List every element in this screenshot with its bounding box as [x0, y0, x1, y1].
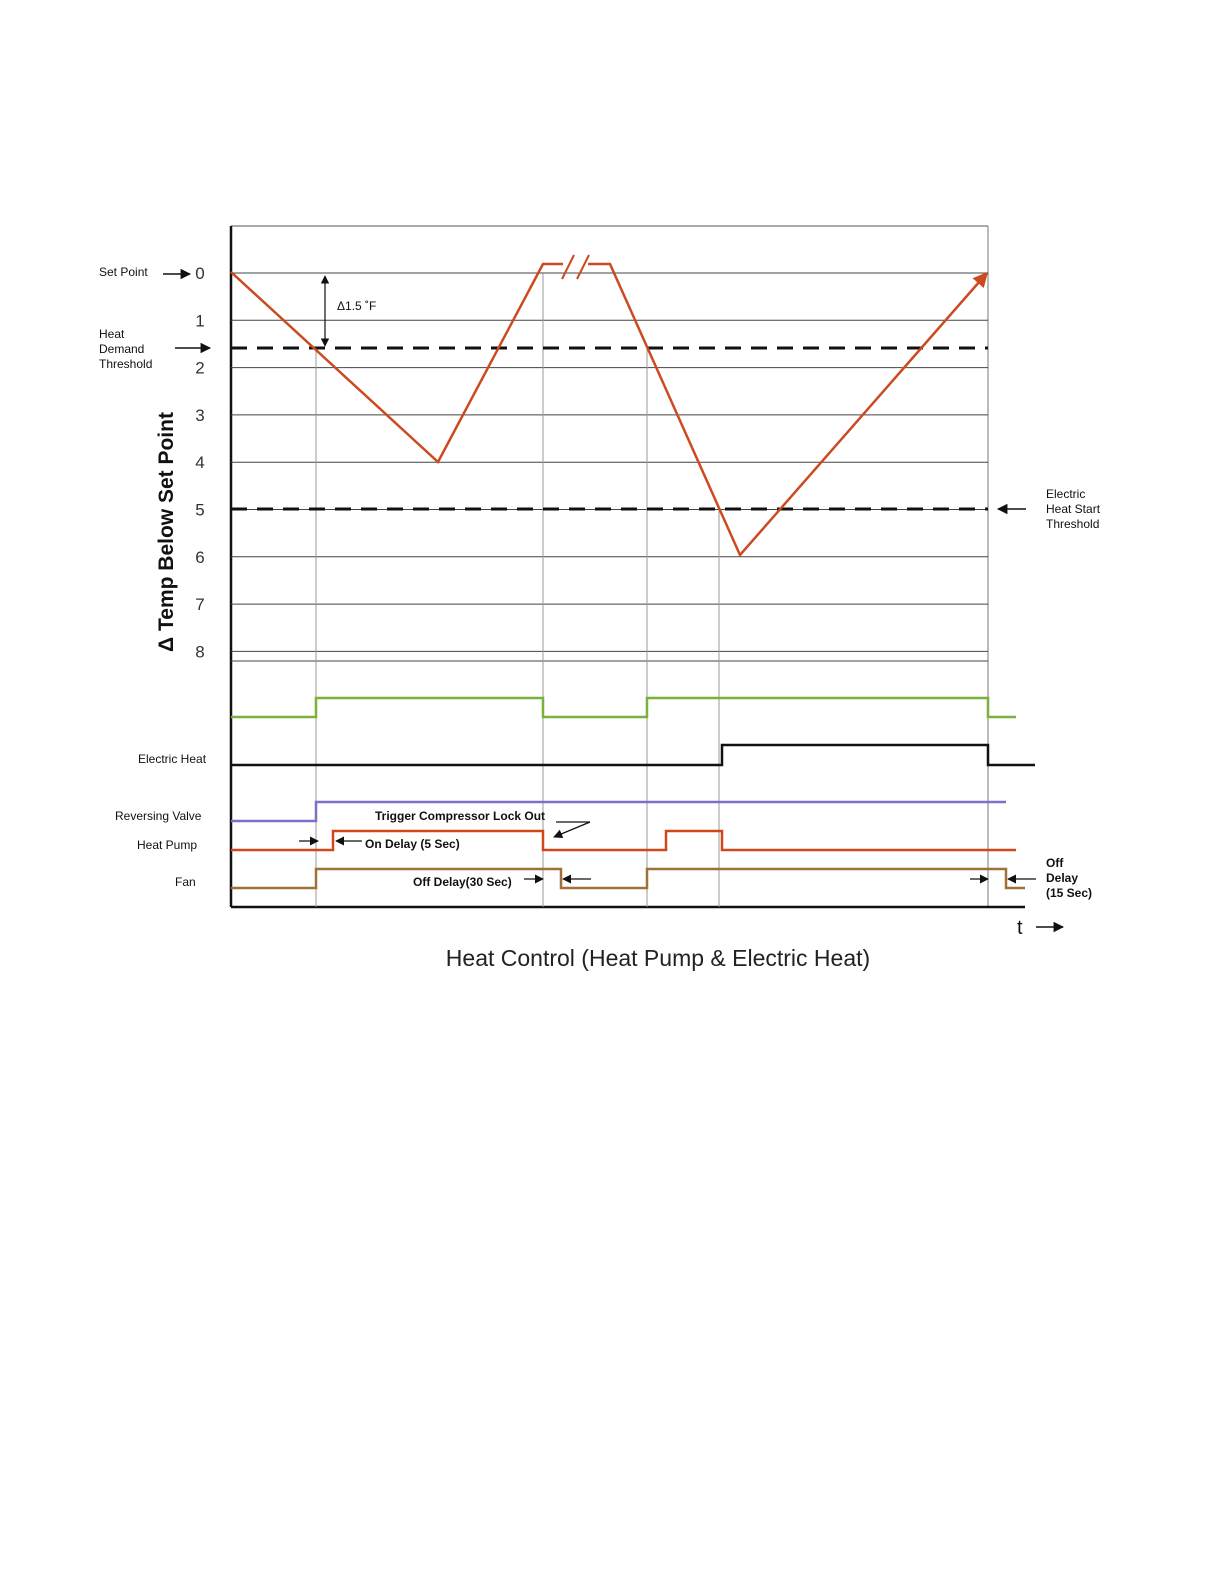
reversing-valve-label: Reversing Valve [115, 809, 202, 823]
svg-text:Delay: Delay [1046, 871, 1078, 885]
off-delay-30-label: Off Delay(30 Sec) [413, 875, 512, 889]
y-tick-labels: 0 1 2 3 4 5 6 7 8 [195, 264, 204, 661]
temperature-trace-continued [588, 262, 988, 558]
electric-heat-start-threshold-label: Electric Heat Start Threshold [1046, 487, 1101, 531]
trigger-lockout-label: Trigger Compressor Lock Out [375, 809, 545, 823]
electric-heat-signal-line [231, 743, 1035, 767]
y-tick-label: 1 [195, 311, 204, 330]
svg-text:Off: Off [1046, 856, 1064, 870]
axis-break-marks [561, 254, 590, 280]
y-tick-label: 5 [195, 501, 204, 520]
temperature-gridlines [231, 272, 988, 662]
electric-heat-label: Electric Heat [138, 752, 207, 766]
time-axis-label: t [1017, 917, 1023, 939]
y-tick-label: 0 [195, 264, 204, 283]
plot-frame [229, 225, 1025, 909]
svg-text:(15 Sec): (15 Sec) [1046, 886, 1092, 900]
reversing-valve-signal-line [231, 800, 1006, 823]
fan-signal-line [231, 867, 1025, 890]
y-tick-label: 2 [195, 359, 204, 378]
diagram-title: Heat Control (Heat Pump & Electric Heat) [446, 945, 870, 971]
on-delay-label: On Delay (5 Sec) [365, 837, 460, 851]
svg-text:Electric: Electric [1046, 487, 1085, 501]
heat-pump-label: Heat Pump [137, 838, 197, 852]
y-tick-label: 3 [195, 406, 204, 425]
delta-label: Δ1.5 ˚F [337, 299, 376, 313]
trigger-lockout-arrow [553, 821, 591, 839]
svg-text:Heat Start: Heat Start [1046, 502, 1101, 516]
y-tick-label: 6 [195, 548, 204, 567]
heat-pump-signal-line [231, 829, 1016, 852]
svg-text:Heat: Heat [99, 327, 125, 341]
fan-label: Fan [175, 875, 196, 889]
svg-text:Demand: Demand [99, 342, 144, 356]
temperature-trace [230, 262, 563, 465]
y-tick-label: 4 [195, 453, 204, 472]
y-tick-label: 7 [195, 595, 204, 614]
set-point-label: Set Point [99, 265, 148, 279]
y-tick-label: 8 [195, 642, 204, 661]
demand-signal-line [231, 696, 1016, 719]
svg-text:Threshold: Threshold [99, 357, 152, 371]
y-axis-label: Δ Temp Below Set Point [155, 412, 178, 652]
off-delay-15-label: Off Delay (15 Sec) [1046, 856, 1092, 900]
svg-text:Threshold: Threshold [1046, 517, 1099, 531]
heat-demand-threshold-label: Heat Demand Threshold [99, 327, 152, 371]
